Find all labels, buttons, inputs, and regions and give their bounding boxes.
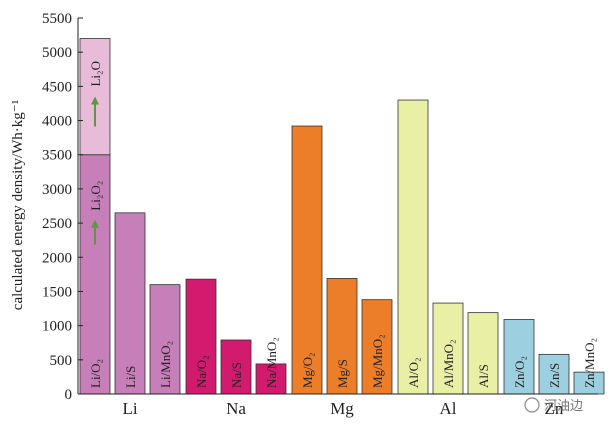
- bar-label-li-2: Li/MnO₂: [158, 341, 173, 388]
- bar-label-mg-2: Mg/MnO₂: [370, 334, 385, 388]
- bar-label-al-2: Al/S: [476, 364, 491, 388]
- bar-al-2: [467, 312, 499, 395]
- arrow-head-0: [91, 219, 99, 228]
- group-label-li: Li: [122, 399, 137, 418]
- bar-mg-0: [291, 125, 323, 395]
- bar-label-al-0: Al/O₂: [406, 357, 421, 388]
- bar-mg-2: [361, 299, 393, 395]
- group-label-mg: Mg: [330, 399, 354, 418]
- bar-label-al-1: Al/MnO₂: [441, 339, 456, 388]
- y-tick-label-5500: 5500: [42, 11, 72, 27]
- y-tick-label-2500: 2500: [42, 216, 72, 232]
- bar-label-li2o2: Li₂O₂: [88, 181, 103, 211]
- bar-li-0: [79, 154, 111, 395]
- group-label-na: Na: [226, 399, 246, 418]
- y-tick-label-3000: 3000: [42, 182, 72, 198]
- bar-label-zn-0: Zn/O₂: [512, 356, 527, 388]
- bar-label-zn-1: Zn/S: [547, 363, 562, 388]
- bars-layer: [79, 38, 605, 395]
- group-label-al: Al: [440, 399, 457, 418]
- watermark-text: 河油边: [544, 399, 583, 414]
- axis-layer: 0 500 1000 1500 2000 2500 3000 3500 4000 4500 5000…: [42, 11, 598, 403]
- y-tick-label-4500: 4500: [42, 79, 72, 95]
- bar-label-li2o: Li₂O: [88, 61, 103, 86]
- bar-label-mg-0: Mg/O₂: [300, 352, 315, 388]
- bar-label-zn-2: Zn/MnO₂: [582, 338, 597, 388]
- bar-na-1: [220, 339, 252, 395]
- bar-li-1: [114, 212, 146, 395]
- bar-label-na-2: Na/MnO₂: [264, 337, 279, 388]
- y-tick-label-2000: 2000: [42, 250, 72, 266]
- bar-label-mg-1: Mg/S: [335, 359, 350, 388]
- y-axis-title: calculated energy density/Wh·kg⁻¹: [10, 100, 26, 310]
- y-tick-label-4000: 4000: [42, 114, 72, 130]
- y-tick-label-0: 0: [65, 387, 73, 403]
- y-tick-label-500: 500: [50, 353, 73, 369]
- bar-label-li-1: Li/S: [123, 366, 138, 388]
- watermark: 河油边: [524, 397, 583, 414]
- group-label-zn: Zn: [545, 399, 564, 418]
- y-tick-label-5000: 5000: [42, 45, 72, 61]
- y-tick-label-3500: 3500: [42, 148, 72, 164]
- bar-zn-1: [538, 353, 570, 395]
- labels-layer: Li/O₂ Li₂O Li₂O₂ Li/S Li/MnO₂ Na/O₂ Na/S Na/MnO…: [88, 61, 597, 418]
- arrow-head-1: [91, 96, 99, 105]
- bar-label-na-1: Na/S: [229, 362, 244, 388]
- wechat-icon: [524, 397, 540, 413]
- bar-label-li-0: Li/O₂: [88, 359, 103, 388]
- y-tick-label-1000: 1000: [42, 319, 72, 335]
- bar-li-2: [149, 284, 181, 395]
- bar-al-1: [432, 302, 464, 395]
- y-tick-label-1500: 1500: [42, 284, 72, 300]
- bar-al-0: [397, 99, 429, 395]
- bar-label-na-0: Na/O₂: [194, 355, 209, 388]
